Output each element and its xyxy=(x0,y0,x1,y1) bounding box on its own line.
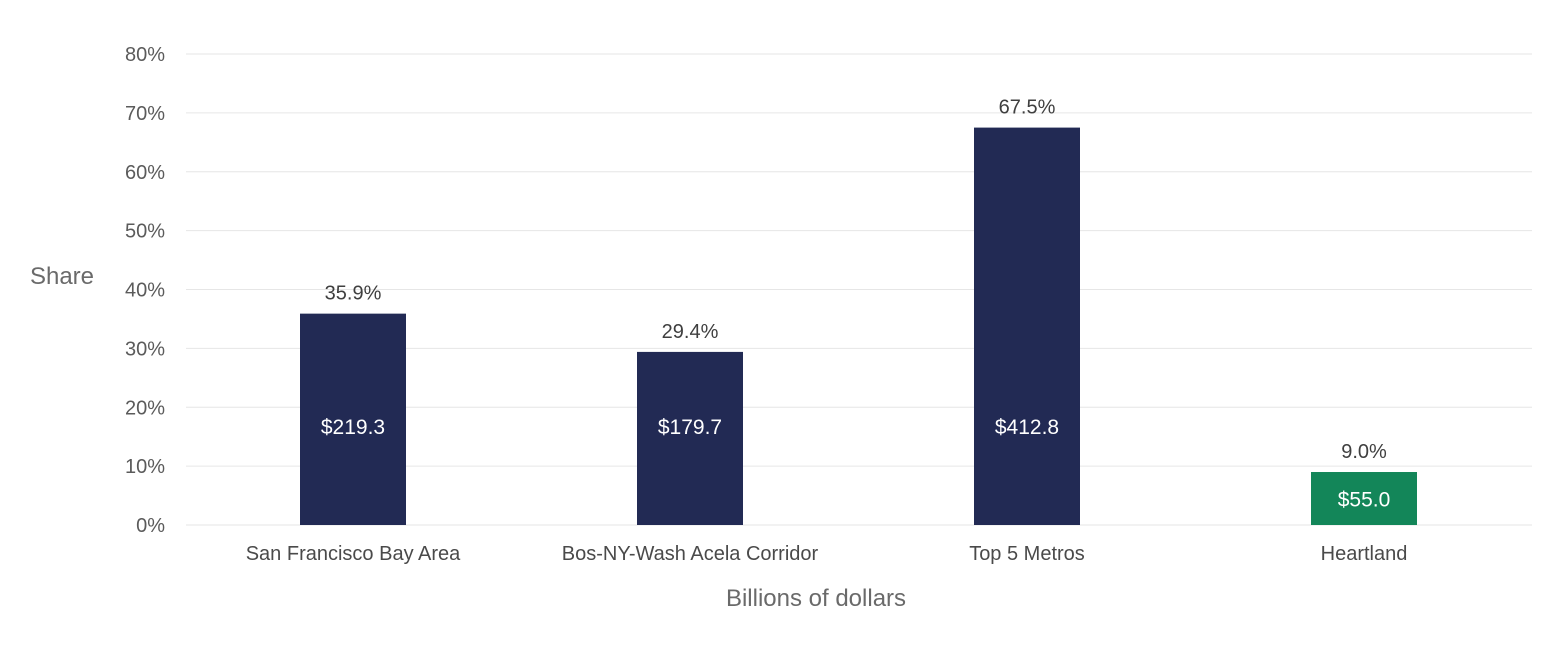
bar-value-label: 29.4% xyxy=(662,321,719,343)
bar xyxy=(637,351,743,525)
x-category-label: Top 5 Metros xyxy=(969,543,1085,565)
x-category-label: Bos-NY-Wash Acela Corridor xyxy=(562,543,819,565)
bar xyxy=(300,313,406,525)
bar-dollar-label: $219.3 xyxy=(321,416,385,439)
y-axis-ticks: 0% 10% 20% 30% 40% 50% 60% 70% 80% xyxy=(125,44,165,537)
x-category-label: San Francisco Bay Area xyxy=(246,543,461,565)
y-tick-label: 30% xyxy=(125,338,165,360)
bars xyxy=(300,127,1417,525)
data-labels: 35.9% $219.3 29.4% $179.7 67.5% $412.8 9.0% $55… xyxy=(321,97,1390,512)
y-tick-label: 0% xyxy=(136,515,165,537)
x-category-label: Heartland xyxy=(1321,543,1408,565)
y-axis-title: Share xyxy=(30,263,94,290)
y-tick-label: 10% xyxy=(125,456,165,478)
bar-dollar-label: $179.7 xyxy=(658,416,722,439)
bar-value-label: 67.5% xyxy=(999,97,1056,119)
x-axis-categories: San Francisco Bay Area Bos-NY-Wash Acela … xyxy=(246,543,1408,565)
bar-value-label: 9.0% xyxy=(1341,441,1387,463)
bar xyxy=(1311,472,1417,525)
y-tick-label: 80% xyxy=(125,44,165,66)
grid-layer xyxy=(186,53,1532,526)
bar xyxy=(974,127,1080,525)
x-axis-title: Billions of dollars xyxy=(726,585,906,612)
y-tick-label: 70% xyxy=(125,103,165,125)
bar-dollar-label: $412.8 xyxy=(995,416,1059,439)
bar-dollar-label: $55.0 xyxy=(1338,489,1391,512)
y-tick-label: 20% xyxy=(125,397,165,419)
bar-value-label: 35.9% xyxy=(325,283,382,305)
y-tick-label: 50% xyxy=(125,221,165,243)
y-tick-label: 40% xyxy=(125,280,165,302)
y-tick-label: 60% xyxy=(125,162,165,184)
